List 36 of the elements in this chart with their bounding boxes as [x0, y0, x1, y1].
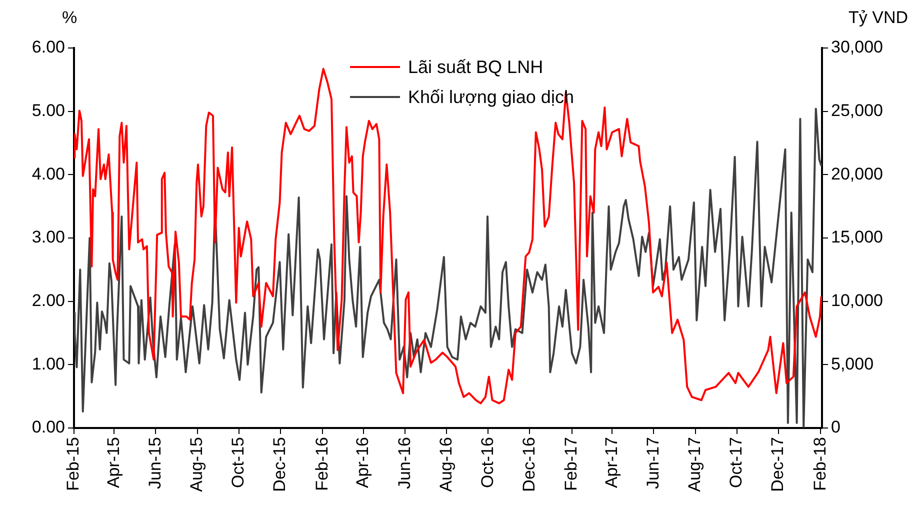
x-tick-label: Feb-17	[562, 437, 581, 491]
x-tick-label: Jun-16	[394, 437, 414, 489]
y2-tick-label: 30,000	[831, 38, 883, 57]
x-tick-label: Jun-15	[145, 437, 164, 489]
x-tick-label: Aug-15	[186, 437, 206, 492]
y-tick-label: 0.00	[32, 418, 65, 437]
y-tick-label: 2.00	[32, 291, 65, 310]
x-tick-label: Feb-18	[810, 437, 830, 491]
y2-tick-label: 20,000	[831, 164, 883, 184]
y-tick-label: 4.00	[32, 164, 65, 184]
legend-label: Lãi suất BQ LNH	[408, 56, 544, 78]
x-tick-label: Dec-16	[519, 437, 538, 492]
y2-tick-label: 5,000	[831, 354, 874, 374]
x-tick-label: Dec-17	[768, 437, 788, 492]
x-tick-label: Apr-15	[104, 437, 123, 488]
x-tick-label: Aug-16	[436, 437, 456, 492]
y-tick-label: 5.00	[32, 101, 65, 120]
y2-tick-label: 15,000	[831, 228, 883, 247]
x-tick-label: Oct-16	[478, 437, 497, 488]
x-tick-label: Feb-15	[64, 437, 83, 491]
y-tick-label: 3.00	[32, 228, 65, 247]
y-tick-label: 6.00	[32, 38, 65, 57]
y2-tick-label: 10,000	[831, 291, 883, 310]
x-tick-label: Apr-16	[353, 437, 372, 488]
x-tick-label: Dec-15	[270, 437, 290, 492]
x-tick-label: Oct-17	[726, 437, 746, 488]
x-tick-label: Apr-17	[602, 437, 621, 488]
x-tick-label: Oct-15	[228, 437, 248, 488]
y2-tick-label: 0	[831, 418, 840, 437]
y-axis-title: %	[62, 8, 78, 28]
x-tick-label: Jun-17	[643, 437, 662, 489]
y2-axis-title: Tỷ VND	[848, 8, 908, 28]
x-tick-label: Feb-16	[312, 437, 332, 491]
y-tick-label: 1.00	[32, 354, 65, 374]
y2-tick-label: 25,000	[831, 101, 883, 120]
x-tick-label: Aug-17	[684, 437, 704, 492]
